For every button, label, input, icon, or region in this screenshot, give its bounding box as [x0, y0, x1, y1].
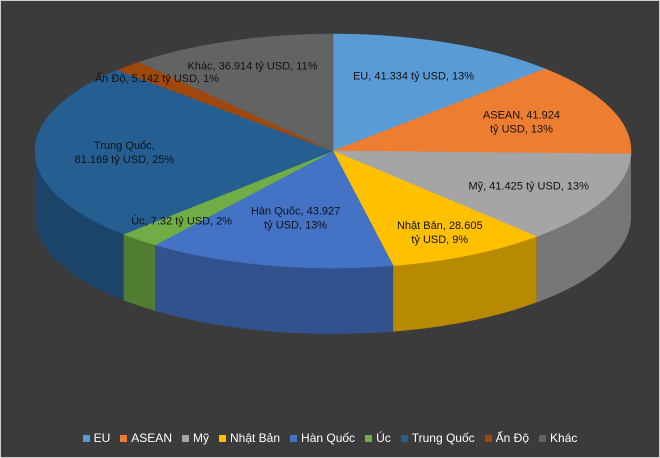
- legend-label-1: ASEAN: [131, 431, 172, 445]
- legend-item-4: Hàn Quốc: [290, 431, 355, 445]
- legend-swatch-8: [539, 434, 547, 442]
- pie-slice-4: [154, 150, 394, 269]
- pie-slice-1: [332, 68, 632, 155]
- legend-swatch-7: [484, 434, 492, 442]
- pie-side-3: [393, 236, 537, 332]
- legend-item-8: Khác: [539, 431, 577, 445]
- legend-item-7: Ấn Độ: [484, 431, 530, 445]
- legend-swatch-4: [290, 434, 298, 442]
- legend-swatch-2: [181, 434, 189, 442]
- pie-slice-8: [138, 33, 334, 152]
- pie-slice-3: [332, 150, 538, 266]
- legend-label-2: Mỹ: [192, 431, 209, 445]
- legend-label-3: Nhật Bản: [229, 431, 281, 445]
- data-label-4: Hàn Quốc, 43.927 tỷ USD, 13%: [251, 205, 340, 231]
- legend-item-6: Trung Quốc: [400, 431, 475, 445]
- legend-label-6: Trung Quốc: [411, 431, 475, 445]
- pie-slice-2: [332, 150, 632, 237]
- data-label-1: ASEAN, 41.924 tỷ USD, 13%: [483, 110, 560, 136]
- legend-label-0: EU: [93, 431, 111, 445]
- legend-item-0: EU: [82, 431, 111, 445]
- data-label-0: EU, 41.334 tỷ USD, 13%: [353, 70, 474, 82]
- data-label-5: Úc, 7.32 tỷ USD, 2%: [131, 214, 232, 227]
- legend-item-2: Mỹ: [181, 431, 209, 445]
- pie-side-6: [35, 151, 124, 301]
- data-label-8: Khác, 36.914 tỷ USD, 11%: [187, 60, 317, 72]
- data-label-3: Nhật Bản, 28.605 tỷ USD, 9%: [397, 220, 483, 246]
- legend-swatch-6: [400, 434, 408, 442]
- legend-label-4: Hàn Quốc: [301, 431, 356, 445]
- legend-item-1: ASEAN: [120, 431, 172, 445]
- pie-side-5: [123, 234, 156, 311]
- chart-legend: EU ASEAN Mỹ Nhật Bản Hàn Quốc Úc Trung Quốc Ấn …: [1, 431, 659, 445]
- data-label-7: Ấn Độ, 5.142 tỷ USD, 1%: [95, 72, 219, 85]
- legend-item-3: Nhật Bản: [218, 431, 281, 445]
- legend-swatch-5: [365, 434, 373, 442]
- legend-swatch-0: [82, 434, 90, 442]
- legend-label-5: Úc: [376, 431, 391, 445]
- legend-item-5: Úc: [365, 431, 391, 445]
- pie-side-4: [155, 244, 394, 334]
- data-label-6: Trung Quốc, 81.169 tỷ USD, 25%: [75, 140, 175, 166]
- pie-slice-0: [332, 33, 547, 152]
- pie-side-2: [536, 153, 631, 303]
- legend-swatch-1: [120, 434, 128, 442]
- pie-slice-6: [34, 69, 334, 235]
- legend-label-8: Khác: [550, 431, 578, 445]
- legend-swatch-3: [218, 434, 226, 442]
- legend-label-7: Ấn Độ: [495, 431, 530, 445]
- data-label-2: Mỹ, 41.425 tỷ USD, 13%: [468, 181, 589, 193]
